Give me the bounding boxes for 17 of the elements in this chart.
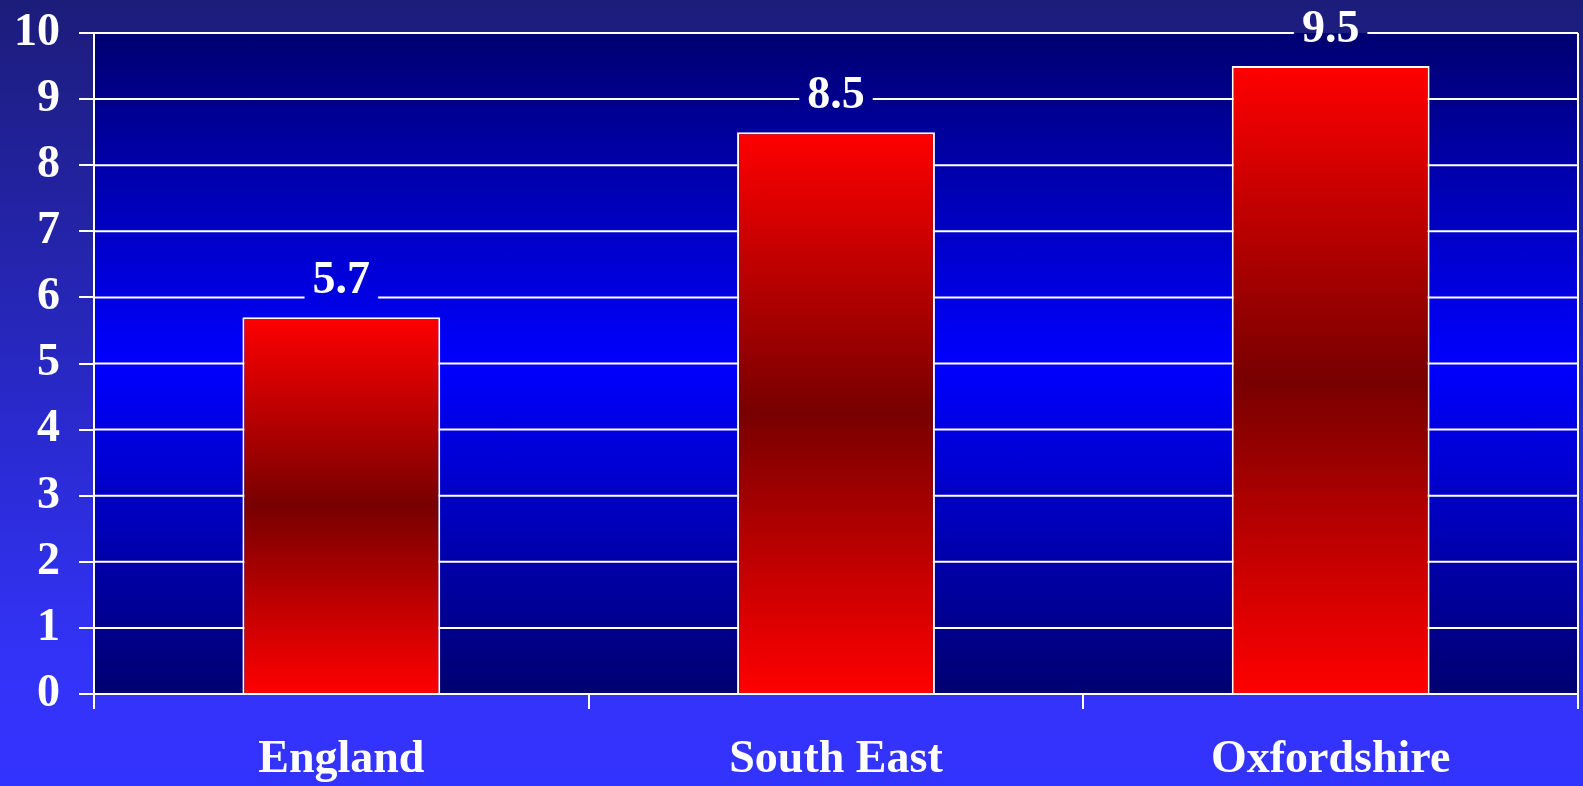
y-tick-label: 5 (37, 334, 60, 386)
y-tick-label: 2 (37, 532, 60, 584)
y-tick-label: 1 (37, 598, 60, 650)
y-tick-label: 7 (37, 202, 60, 254)
data-label: 5.7 (312, 252, 371, 304)
y-tick-label: 10 (14, 3, 60, 55)
y-tick-label: 9 (37, 69, 60, 121)
x-tick-label: South East (729, 731, 944, 783)
y-tick-label: 8 (37, 136, 60, 188)
x-tick-label: Oxfordshire (1210, 731, 1451, 783)
y-tick-label: 4 (37, 400, 60, 452)
y-tick-label: 3 (37, 466, 60, 518)
x-tick-label: England (258, 731, 425, 783)
data-label: 8.5 (807, 67, 865, 119)
y-tick-label: 6 (37, 268, 60, 320)
data-label: 9.5 (1301, 1, 1360, 53)
y-tick-label: 0 (37, 664, 60, 716)
